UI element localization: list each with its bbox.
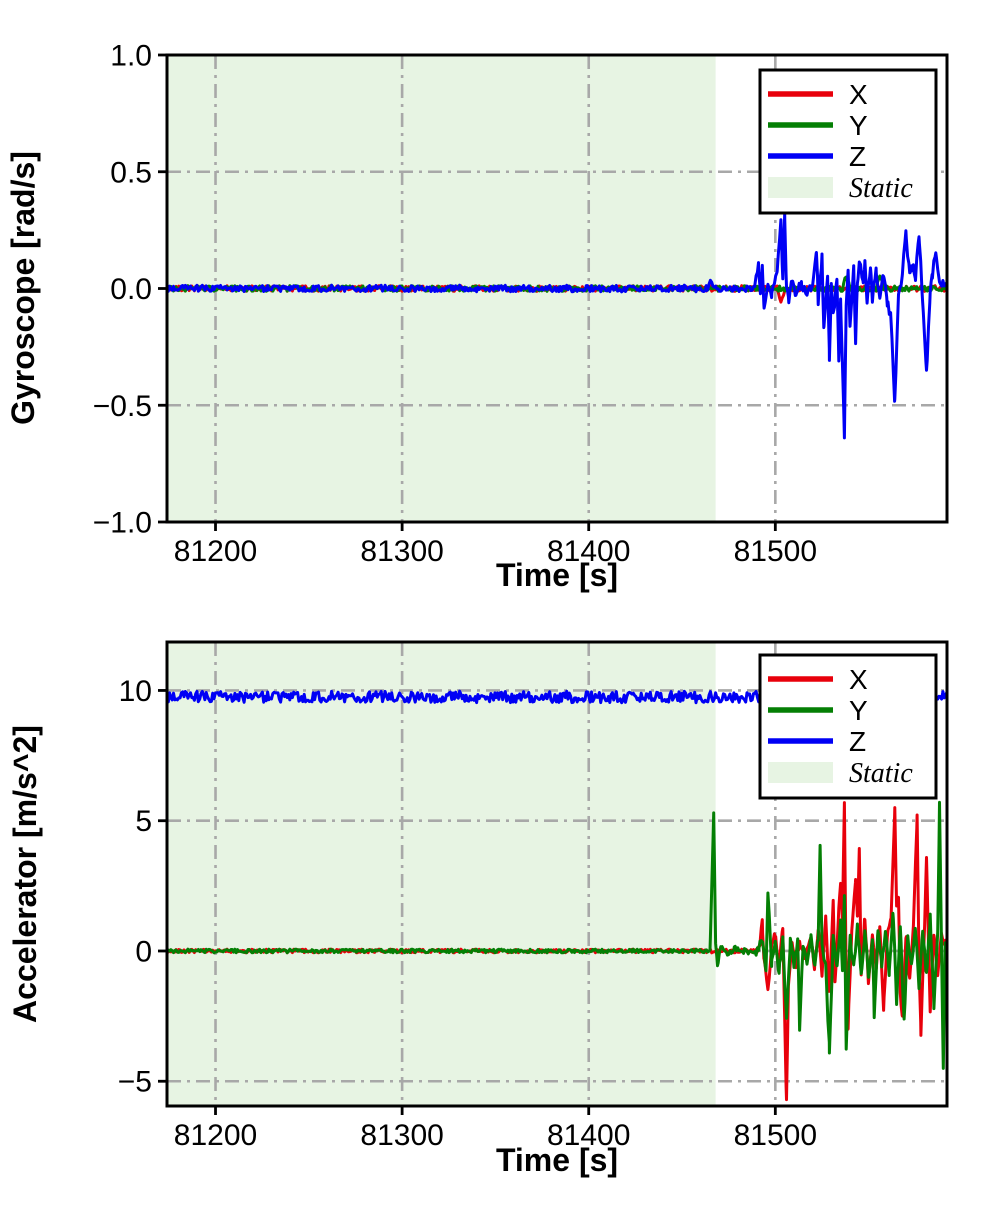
legend-label-z: Z xyxy=(849,141,866,172)
gyro-x-axis-label: Time [s] xyxy=(496,557,618,593)
x-tick-label: 81300 xyxy=(360,1119,443,1152)
accel-x-axis-label: Time [s] xyxy=(496,1142,618,1178)
x-tick-label: 81300 xyxy=(360,535,443,568)
legend-label-static: Static xyxy=(849,173,913,204)
legend-label-y: Y xyxy=(849,110,868,141)
legend-static-patch-sample xyxy=(768,177,833,198)
x-tick-label: 81500 xyxy=(734,535,817,568)
legend-static-patch-sample xyxy=(768,762,833,783)
legend-label-x: X xyxy=(849,664,868,695)
series-z-line xyxy=(167,212,947,440)
x-tick-label: 81200 xyxy=(174,535,257,568)
plot-frame xyxy=(165,640,949,1108)
x-tick-label: 81500 xyxy=(734,1119,817,1152)
series-y-line xyxy=(167,800,947,1070)
y-tick-label: 0.5 xyxy=(110,156,152,189)
static-region xyxy=(167,642,716,1106)
x-tick-label: 81400 xyxy=(547,1119,630,1152)
x-tick-label: 81200 xyxy=(174,1119,257,1152)
y-tick-label: 0 xyxy=(135,935,152,968)
y-tick-label: 0.0 xyxy=(110,273,152,306)
gyro-y-axis-label: Gyroscope [rad/s] xyxy=(5,151,41,425)
legend-label-x: X xyxy=(849,79,868,110)
legend-label-static: Static xyxy=(849,758,913,789)
x-tick-label: 81400 xyxy=(547,535,630,568)
y-tick-label: −5 xyxy=(118,1066,152,1099)
y-tick-label: 10 xyxy=(119,675,152,708)
y-tick-label: −0.5 xyxy=(93,390,152,423)
y-tick-label: −1.0 xyxy=(93,507,152,540)
y-tick-label: 1.0 xyxy=(110,40,152,73)
legend-label-y: Y xyxy=(849,695,868,726)
accel-y-axis-label: Accelerator [m/s^2] xyxy=(7,725,43,1023)
gyroscope-plot-group: 81200 81300 81400 81500 1.0 0.5 0.0 −0.5 −1.0 XYZ… xyxy=(93,40,949,568)
y-tick-label: 5 xyxy=(135,805,152,838)
legend-label-z: Z xyxy=(849,726,866,757)
